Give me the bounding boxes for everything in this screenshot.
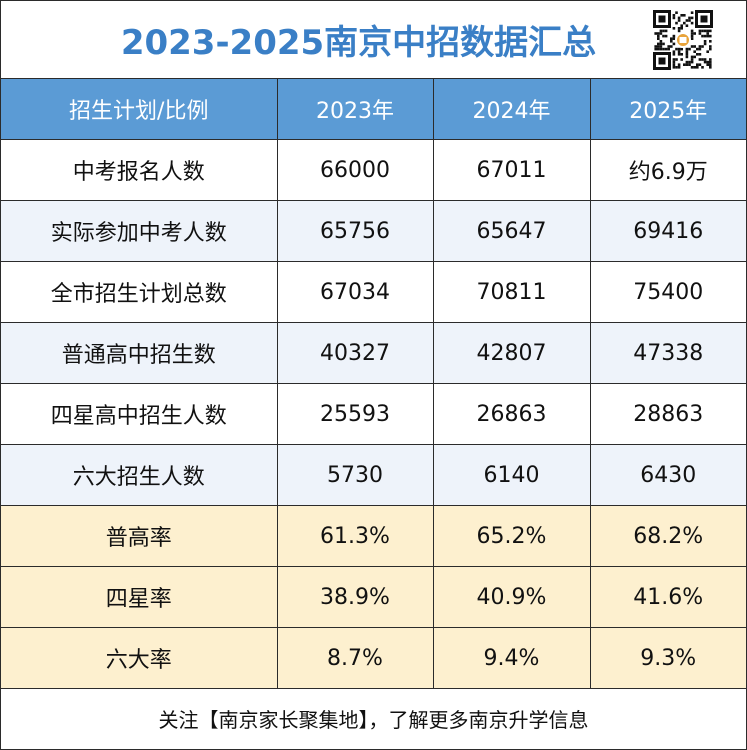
data-table: 招生计划/比例 2023年 2024年 2025年 中考报名人数 66000 6… — [1, 79, 746, 689]
table-row: 普通高中招生数 40327 42807 47338 — [1, 322, 746, 384]
table-cell: 40.9% — [432, 566, 591, 628]
row-label: 四星率 — [1, 566, 278, 628]
title-bar: 2023-2025南京中招数据汇总 — [1, 1, 746, 79]
column-header: 2024年 — [432, 79, 591, 140]
table-row: 实际参加中考人数 65756 65647 69416 — [1, 200, 746, 262]
table-cell: 约6.9万 — [589, 139, 746, 201]
table-cell: 66000 — [276, 139, 434, 201]
table-header-row: 招生计划/比例 2023年 2024年 2025年 — [1, 79, 746, 140]
row-label: 六大率 — [1, 627, 278, 689]
table-cell: 41.6% — [589, 566, 746, 628]
row-label: 普高率 — [1, 505, 278, 567]
table-cell: 28863 — [589, 383, 746, 445]
table-row: 六大率 8.7% 9.4% 9.3% — [1, 627, 746, 689]
table-cell: 6140 — [432, 444, 591, 506]
table-cell: 67011 — [432, 139, 591, 201]
table-cell: 40327 — [276, 322, 434, 384]
table-cell: 65647 — [432, 200, 591, 262]
row-label: 实际参加中考人数 — [1, 200, 278, 262]
table-cell: 42807 — [432, 322, 591, 384]
table-cell: 9.3% — [589, 627, 746, 689]
column-header: 2025年 — [589, 79, 746, 140]
footer-note: 关注【南京家长聚集地】，了解更多南京升学信息 — [1, 689, 746, 747]
table-cell: 9.4% — [432, 627, 591, 689]
table-row: 四星高中招生人数 25593 26863 28863 — [1, 383, 746, 445]
table-cell: 65756 — [276, 200, 434, 262]
page-title: 2023-2025南京中招数据汇总 — [120, 23, 597, 63]
row-label: 六大招生人数 — [1, 444, 278, 506]
table-cell: 26863 — [432, 383, 591, 445]
table-cell: 38.9% — [276, 566, 434, 628]
row-label: 全市招生计划总数 — [1, 261, 278, 323]
table-cell: 6430 — [589, 444, 746, 506]
row-label: 普通高中招生数 — [1, 322, 278, 384]
table-row: 全市招生计划总数 67034 70811 75400 — [1, 261, 746, 323]
table-cell: 8.7% — [276, 627, 434, 689]
table-row: 四星率 38.9% 40.9% 41.6% — [1, 566, 746, 628]
table-cell: 70811 — [432, 261, 591, 323]
column-header: 2023年 — [276, 79, 434, 140]
column-header: 招生计划/比例 — [1, 79, 278, 140]
table-cell: 61.3% — [276, 505, 434, 567]
table-cell: 69416 — [589, 200, 746, 262]
table-cell: 25593 — [276, 383, 434, 445]
row-label: 中考报名人数 — [1, 139, 278, 201]
table-cell: 47338 — [589, 322, 746, 384]
table-cell: 65.2% — [432, 505, 591, 567]
table-row: 普高率 61.3% 65.2% 68.2% — [1, 505, 746, 567]
qr-code-icon[interactable] — [652, 9, 714, 71]
table-row: 六大招生人数 5730 6140 6430 — [1, 444, 746, 506]
table-cell: 68.2% — [589, 505, 746, 567]
table-cell: 67034 — [276, 261, 434, 323]
table-row: 中考报名人数 66000 67011 约6.9万 — [1, 139, 746, 201]
table-cell: 75400 — [589, 261, 746, 323]
table-cell: 5730 — [276, 444, 434, 506]
row-label: 四星高中招生人数 — [1, 383, 278, 445]
